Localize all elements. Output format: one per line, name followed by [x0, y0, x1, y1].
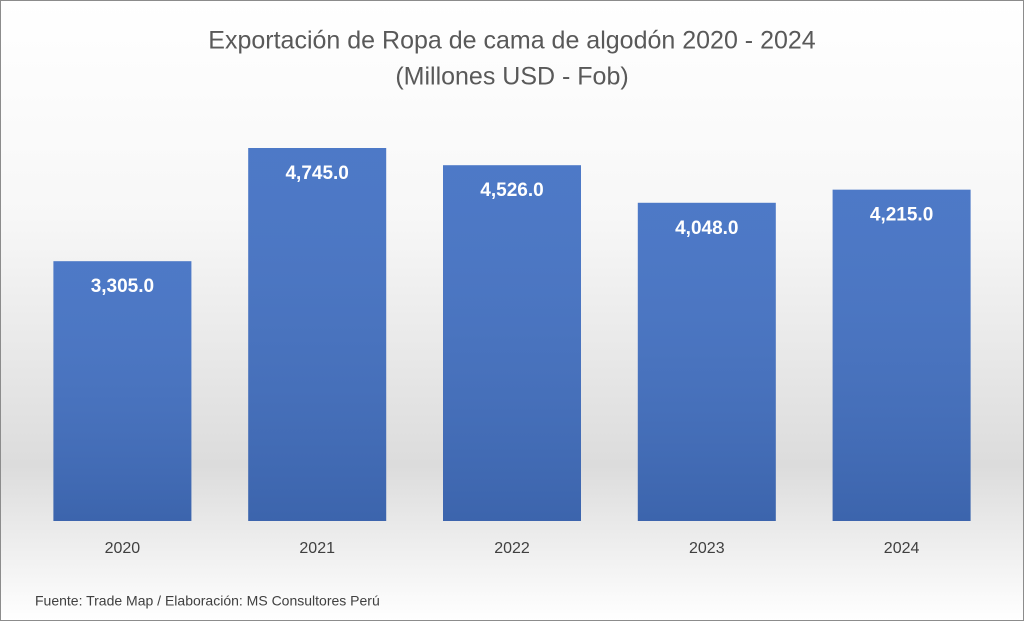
data-label: 4,048.0 [675, 218, 738, 239]
bar-shade [248, 148, 387, 521]
x-tick-label: 2021 [299, 540, 335, 557]
x-tick-label: 2020 [105, 540, 141, 557]
bar-shade [53, 261, 192, 521]
source-note: Fuente: Trade Map / Elaboración: MS Cons… [35, 593, 380, 609]
data-label: 4,745.0 [285, 163, 348, 184]
data-label: 3,305.0 [91, 276, 154, 297]
data-label: 4,526.0 [480, 180, 543, 201]
data-label: 4,215.0 [870, 205, 933, 226]
x-tick-label: 2024 [884, 540, 920, 557]
bar-shade [637, 202, 776, 521]
x-tick-label: 2022 [494, 540, 530, 557]
bar-shade [443, 165, 581, 521]
chart-title: Exportación de Ropa de cama de algodón 2… [208, 27, 815, 55]
x-tick-label: 2023 [689, 540, 725, 557]
chart-subtitle: (Millones USD - Fob) [395, 63, 628, 91]
bar-shade [832, 189, 971, 522]
